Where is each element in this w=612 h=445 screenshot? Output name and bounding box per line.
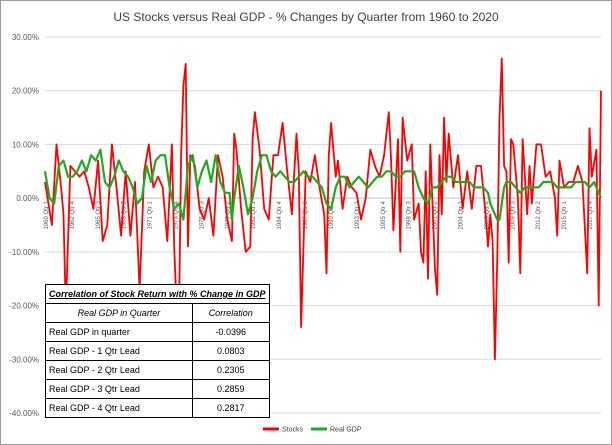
series-line-real-gdp <box>43 148 603 221</box>
y-tick-label: 30.00% <box>12 33 39 42</box>
x-tick-label: 1962 Qtr 4 <box>70 200 76 229</box>
x-tick-label: 1993 Qtr 1 <box>355 200 361 229</box>
y-tick-label: -10.00% <box>9 248 39 257</box>
table-row: Real GDP - 1 Qtr Lead 0.0803 <box>45 341 270 361</box>
y-tick-label: 20.00% <box>12 87 39 96</box>
row-value: 0.2817 <box>191 398 270 418</box>
x-tick-label: 1968 Qtr 2 <box>122 200 128 229</box>
x-tick-label: 2004 Qtr 1 <box>458 200 464 229</box>
x-tick-label: 1998 Qtr 3 <box>407 200 413 229</box>
row-value: -0.0396 <box>191 322 270 342</box>
correlation-table: Correlation of Stock Return with % Chang… <box>45 284 270 418</box>
x-tick-label: 1984 Qtr 4 <box>277 200 283 229</box>
chart-title: US Stocks versus Real GDP - % Changes by… <box>113 10 499 24</box>
x-tick-label: 2006 Qtr 4 <box>484 200 490 229</box>
table-row: Real GDP - 2 Qtr Lead 0.2305 <box>45 360 270 380</box>
x-tick-label: 1960 Qtr 1 <box>44 200 50 229</box>
series-line-stocks <box>44 57 602 361</box>
x-axis-labels: 1960 Qtr 1 1962 Qtr 4 1965 Qtr 3 1968 Qtr 2… <box>44 200 594 229</box>
x-tick-label: 1979 Qtr 2 <box>225 200 231 229</box>
x-tick-label: 1995 Qtr 4 <box>381 200 387 229</box>
correlation-table-title: Correlation of Stock Return with % Chang… <box>45 284 270 304</box>
row-label: Real GDP - 2 Qtr Lead <box>45 360 193 380</box>
x-tick-label: 2017 Qtr 4 <box>588 200 594 229</box>
row-label: Real GDP - 1 Qtr Lead <box>45 341 193 361</box>
y-tick-label: -20.00% <box>9 302 39 311</box>
x-tick-label: 1987 Qtr 3 <box>303 200 309 229</box>
x-tick-label: 1990 Qtr 2 <box>329 200 335 229</box>
y-tick-label: -30.00% <box>9 355 39 364</box>
row-label: Real GDP in quarter <box>45 322 193 342</box>
row-label: Real GDP - 4 Qtr Lead <box>45 398 193 418</box>
legend-label: Real GDP <box>330 427 362 434</box>
series-lines <box>43 57 603 361</box>
row-value: 0.2305 <box>191 360 270 380</box>
x-tick-label: 2001 Qtr 2 <box>433 200 439 229</box>
x-tick-label: 1965 Qtr 3 <box>96 200 102 229</box>
y-tick-label: 10.00% <box>12 140 39 149</box>
row-value: 0.2859 <box>191 379 270 399</box>
table-row: Real GDP - 4 Qtr Lead 0.2817 <box>45 398 270 418</box>
legend: Stocks Real GDP <box>263 427 362 434</box>
x-tick-label: 1973 Qtr 4 <box>174 200 180 229</box>
x-tick-label: 2012 Qtr 2 <box>536 200 542 229</box>
x-tick-label: 1982 Qtr 1 <box>251 200 257 229</box>
y-tick-label: 0.00% <box>16 194 39 203</box>
y-axis-labels: 30.00% 20.00% 10.00% 0.00% -10.00% -20.00% -30… <box>9 33 39 418</box>
y-tick-label: -40.00% <box>9 409 39 418</box>
table-row: Real GDP - 3 Qtr Lead 0.2859 <box>45 379 270 399</box>
row-label: Real GDP - 3 Qtr Lead <box>45 379 193 399</box>
x-tick-label: 2009 Qtr 3 <box>510 200 516 229</box>
column-header-gdp: Real GDP in Quarter <box>45 303 193 323</box>
row-value: 0.0803 <box>191 341 270 361</box>
table-row: Real GDP in quarter -0.0396 <box>45 322 270 342</box>
column-header-correlation: Correlation <box>191 303 270 323</box>
x-tick-label: 2015 Qtr 1 <box>562 200 568 229</box>
legend-label: Stocks <box>282 427 304 434</box>
x-tick-label: 1971 Qtr 1 <box>148 200 154 229</box>
